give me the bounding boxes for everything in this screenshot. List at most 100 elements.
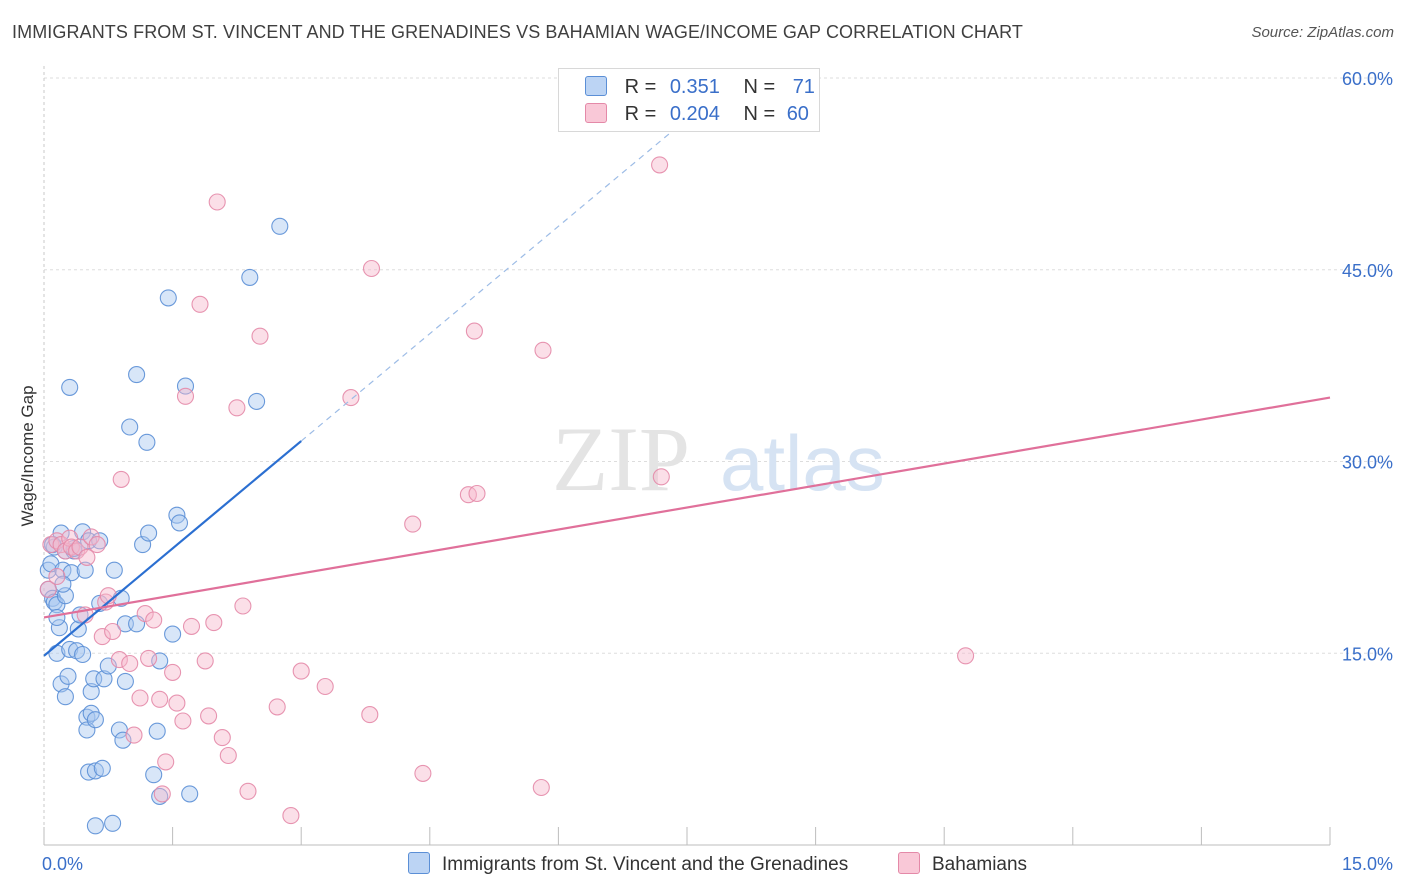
pink-data-point [362, 259, 381, 278]
series-name-pink: Bahamians [932, 854, 1028, 875]
chart-source: Source: ZipAtlas.com [1251, 24, 1394, 41]
pink-data-point [219, 746, 237, 765]
blue-data-point [128, 366, 146, 384]
pink-data-point [140, 649, 158, 667]
blue-data-point [86, 817, 104, 835]
pink-data-point [414, 764, 432, 782]
pink-data-point [342, 389, 360, 407]
pink-data-point [174, 712, 192, 730]
series-legend-blue: Immigrants from St. Vincent and the Gren… [408, 852, 848, 876]
chart-title: IMMIGRANTS FROM ST. VINCENT AND THE GREN… [12, 22, 1023, 42]
pink-data-point [239, 782, 257, 800]
pink-trend-line [43, 396, 1331, 619]
y-tick-label: 45.0% [1342, 261, 1393, 281]
pink-data-point [316, 677, 334, 696]
blue-data-point [85, 670, 103, 688]
correlation-legend: R = 0.351 N = 71 R = 0.204 N = 60 [558, 68, 820, 132]
blue-data-point [145, 766, 163, 784]
pink-data-point [292, 662, 310, 680]
blue-data-point [80, 763, 98, 781]
legend-n-value: 60 [786, 103, 809, 125]
blue-data-point [105, 561, 123, 579]
blue-data-point [114, 731, 132, 749]
pink-data-point [125, 726, 143, 744]
pink-data-point [112, 470, 130, 488]
blue-data-point [95, 670, 113, 688]
pink-data-point [957, 647, 975, 665]
series-name-blue: Immigrants from St. Vincent and the Gren… [442, 854, 849, 875]
blue-data-point [93, 759, 111, 777]
pink-data-point [121, 654, 139, 673]
pink-data-point [468, 484, 486, 503]
blue-data-point [48, 608, 66, 627]
pink-data-point [196, 652, 214, 670]
pink-data-point [534, 341, 552, 359]
blue-data-point [82, 683, 100, 701]
legend-n-value: 71 [792, 76, 815, 98]
blue-data-point [151, 787, 169, 805]
pink-data-point [153, 785, 171, 803]
blue-data-point [159, 289, 177, 307]
pink-data-point [191, 295, 209, 313]
series-swatch-pink [898, 852, 920, 874]
y-axis-label: Wage/Income Gap [18, 385, 37, 527]
pink-data-point [208, 193, 226, 211]
pink-data-point [200, 707, 218, 725]
watermark: ZIP atlas [552, 408, 885, 510]
pink-data-point [651, 156, 669, 174]
blue-data-point [104, 814, 122, 832]
legend-r-label: R = [624, 103, 657, 125]
pink-data-point [176, 387, 195, 405]
pink-data-point [205, 614, 223, 632]
pink-data-point [228, 399, 246, 417]
y-tick-label: 30.0% [1342, 453, 1393, 473]
pink-data-point [88, 536, 106, 554]
blue-data-point [140, 524, 158, 542]
pink-data-point [404, 515, 422, 533]
pink-data-point [78, 548, 96, 566]
blue-data-point [116, 672, 134, 690]
pink-data-point [71, 538, 89, 556]
series-swatch-blue [408, 852, 430, 874]
data-points [39, 156, 975, 835]
blue-data-point [170, 514, 189, 532]
blue-data-point [61, 378, 79, 396]
pink-data-point [104, 622, 122, 641]
pink-data-point [652, 468, 670, 486]
tick-labels: 15.0% 30.0% 45.0% 60.0% 0.0% 15.0% [42, 69, 1393, 874]
blue-data-point [50, 619, 68, 637]
blue-data-point [248, 392, 266, 410]
pink-data-point [131, 689, 149, 707]
blue-data-point [138, 433, 156, 451]
pink-data-point [93, 628, 111, 646]
blue-data-point [74, 645, 92, 664]
legend-swatch-pink [585, 103, 607, 123]
blue-data-point [148, 722, 166, 740]
legend-r-value: 0.351 [669, 76, 720, 98]
blue-data-point [151, 652, 169, 670]
blue-data-point [76, 561, 94, 579]
pink-data-point [361, 706, 379, 724]
pink-data-point [136, 605, 154, 623]
pink-data-point [282, 807, 300, 825]
blue-data-point [121, 418, 139, 436]
pink-data-point [48, 567, 66, 586]
pink-data-point [268, 698, 286, 716]
pink-data-point [168, 694, 186, 712]
legend-row-pink: R = 0.204 N = 60 [585, 103, 809, 125]
series-legend-pink: Bahamians [898, 852, 1027, 876]
x-tick-label: 0.0% [42, 854, 83, 874]
legend-r-value: 0.204 [669, 103, 720, 125]
pink-data-point [532, 778, 550, 797]
pink-data-point [145, 611, 163, 629]
blue-data-point [59, 667, 77, 685]
legend-row-blue: R = 0.351 N = 71 [585, 76, 815, 98]
pink-data-point [157, 753, 175, 771]
pink-data-point [213, 729, 231, 747]
blue-data-point [86, 762, 104, 780]
blue-trend-extension [300, 118, 688, 442]
pink-data-point [151, 690, 169, 708]
pink-data-point [110, 651, 128, 669]
pink-data-point [234, 597, 252, 615]
x-tick-label: 15.0% [1342, 854, 1393, 874]
